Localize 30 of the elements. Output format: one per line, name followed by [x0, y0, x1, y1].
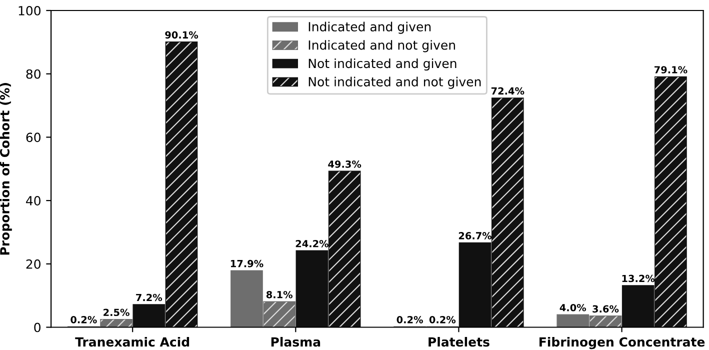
data-label: 17.9%	[230, 260, 264, 268]
x-tick-label: Fibrinogen Concentrate	[540, 336, 705, 350]
y-tick-label: 0	[34, 322, 40, 332]
data-label: 0.2%	[429, 316, 456, 324]
x-tick-label: Plasma	[271, 336, 320, 347]
x-tick-label: Tranexamic Acid	[75, 336, 190, 347]
y-tick-label: 60	[26, 132, 40, 142]
y-axis-title: Proportion of Cohort (%)	[0, 83, 12, 255]
data-label: 79.1%	[654, 66, 688, 74]
y-tick-label: 40	[26, 196, 40, 206]
legend-label: Indicated and not given	[308, 40, 455, 52]
y-tick-label: 100	[18, 6, 40, 16]
data-label: 8.1%	[266, 290, 293, 298]
data-label: 3.6%	[592, 305, 619, 313]
data-label: 4.0%	[560, 304, 586, 312]
y-tick-label: 20	[26, 259, 40, 269]
legend-label: Not indicated and given	[308, 58, 456, 71]
data-label: 49.3%	[328, 160, 362, 168]
legend-label: Not indicated and not given	[308, 76, 481, 89]
data-label: 72.4%	[491, 87, 524, 95]
data-label: 24.2%	[296, 240, 329, 248]
data-label: 2.5%	[104, 308, 130, 316]
data-label: 0.2%	[396, 316, 423, 324]
data-label: 7.2%	[136, 294, 162, 302]
data-label: 90.1%	[165, 31, 198, 39]
x-tick-label: Platelets	[428, 336, 490, 347]
legend-label: Indicated and given	[308, 22, 431, 34]
data-label: 0.2%	[70, 316, 97, 324]
data-label: 26.7%	[458, 232, 492, 240]
y-tick-label: 80	[26, 69, 40, 79]
